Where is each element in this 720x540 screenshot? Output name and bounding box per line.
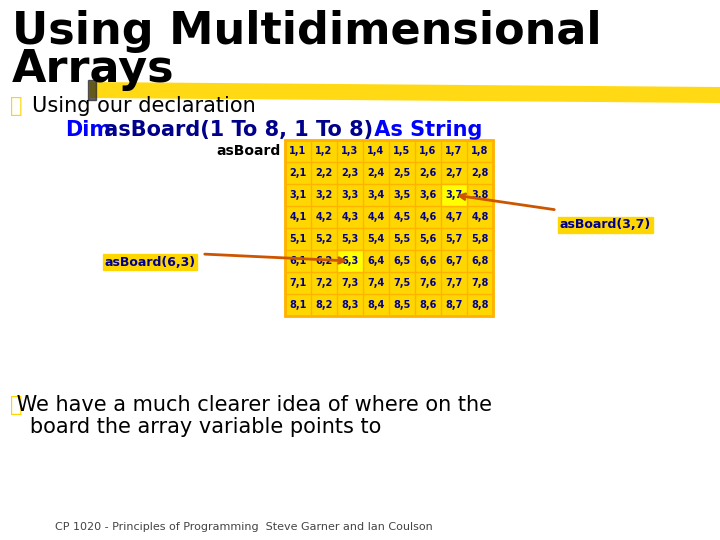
Text: 4,3: 4,3 <box>341 212 359 222</box>
Text: 6,5: 6,5 <box>393 256 410 266</box>
Text: 8,7: 8,7 <box>445 300 463 310</box>
Bar <box>285 140 493 316</box>
Text: 8,5: 8,5 <box>393 300 410 310</box>
Text: 5,7: 5,7 <box>446 234 463 244</box>
Text: ⎈: ⎈ <box>10 395 22 415</box>
Text: asBoard(1 To 8, 1 To 8): asBoard(1 To 8, 1 To 8) <box>97 120 373 140</box>
Text: 7,2: 7,2 <box>315 278 333 288</box>
Text: ⎈: ⎈ <box>10 96 22 116</box>
Text: 7,6: 7,6 <box>419 278 436 288</box>
Text: 3,1: 3,1 <box>289 190 307 200</box>
Text: Dim: Dim <box>65 120 111 140</box>
Text: 1,2: 1,2 <box>315 146 333 156</box>
Text: 8,6: 8,6 <box>419 300 437 310</box>
Text: 4,5: 4,5 <box>393 212 410 222</box>
Text: 8,8: 8,8 <box>472 300 489 310</box>
Text: 6,4: 6,4 <box>367 256 384 266</box>
Text: 1,3: 1,3 <box>341 146 359 156</box>
Text: 8,3: 8,3 <box>341 300 359 310</box>
Text: 7,1: 7,1 <box>289 278 307 288</box>
Text: 5,3: 5,3 <box>341 234 359 244</box>
Text: Using our declaration: Using our declaration <box>32 96 256 116</box>
Text: 4,2: 4,2 <box>315 212 333 222</box>
Text: 3,8: 3,8 <box>472 190 489 200</box>
Text: 7,4: 7,4 <box>367 278 384 288</box>
Text: 5,6: 5,6 <box>419 234 436 244</box>
Text: 8,2: 8,2 <box>315 300 333 310</box>
Text: 6,2: 6,2 <box>315 256 333 266</box>
Text: asBoard(3,7): asBoard(3,7) <box>559 219 651 232</box>
Text: 2,6: 2,6 <box>419 168 436 178</box>
Text: 6,6: 6,6 <box>419 256 436 266</box>
Text: 7,3: 7,3 <box>341 278 359 288</box>
Text: 6,7: 6,7 <box>446 256 463 266</box>
Text: 6,8: 6,8 <box>472 256 489 266</box>
Text: Arrays: Arrays <box>12 48 175 91</box>
Text: 5,1: 5,1 <box>289 234 307 244</box>
Text: 1,4: 1,4 <box>367 146 384 156</box>
Text: 4,6: 4,6 <box>419 212 436 222</box>
Text: 3,3: 3,3 <box>341 190 359 200</box>
Text: 3,4: 3,4 <box>367 190 384 200</box>
Bar <box>441 184 467 206</box>
Text: 7,7: 7,7 <box>446 278 463 288</box>
Text: Using Multidimensional: Using Multidimensional <box>12 10 602 53</box>
Text: 2,2: 2,2 <box>315 168 333 178</box>
Text: 2,4: 2,4 <box>367 168 384 178</box>
Text: board the array variable points to: board the array variable points to <box>10 417 382 437</box>
Text: 7,8: 7,8 <box>472 278 489 288</box>
Text: 7,5: 7,5 <box>393 278 410 288</box>
Text: 4,7: 4,7 <box>446 212 463 222</box>
Text: 5,5: 5,5 <box>393 234 410 244</box>
Text: 1,7: 1,7 <box>446 146 463 156</box>
Text: 4,4: 4,4 <box>367 212 384 222</box>
Bar <box>88 80 96 100</box>
Text: 5,8: 5,8 <box>472 234 489 244</box>
Text: 5,4: 5,4 <box>367 234 384 244</box>
Polygon shape <box>90 82 720 103</box>
Text: 1,6: 1,6 <box>419 146 436 156</box>
Text: 4,8: 4,8 <box>472 212 489 222</box>
Text: 1,5: 1,5 <box>393 146 410 156</box>
Text: 3,7: 3,7 <box>446 190 463 200</box>
Text: 1,1: 1,1 <box>289 146 307 156</box>
Text: 3,5: 3,5 <box>393 190 410 200</box>
Text: 6,3: 6,3 <box>341 256 359 266</box>
Text: CP 1020 - Principles of Programming  Steve Garner and Ian Coulson: CP 1020 - Principles of Programming Stev… <box>55 522 433 532</box>
Text: asBoard: asBoard <box>217 144 281 158</box>
Text: 3,6: 3,6 <box>419 190 436 200</box>
Text: We have a much clearer idea of where on the: We have a much clearer idea of where on … <box>10 395 492 415</box>
Text: 6,1: 6,1 <box>289 256 307 266</box>
Text: 1,8: 1,8 <box>472 146 489 156</box>
Bar <box>337 250 363 272</box>
Text: 3,2: 3,2 <box>315 190 333 200</box>
Text: 2,7: 2,7 <box>446 168 463 178</box>
Text: 5,2: 5,2 <box>315 234 333 244</box>
Text: 2,8: 2,8 <box>472 168 489 178</box>
Text: 4,1: 4,1 <box>289 212 307 222</box>
Text: 8,1: 8,1 <box>289 300 307 310</box>
Text: 2,1: 2,1 <box>289 168 307 178</box>
Text: 2,3: 2,3 <box>341 168 359 178</box>
Text: As String: As String <box>367 120 482 140</box>
Text: 8,4: 8,4 <box>367 300 384 310</box>
Text: 2,5: 2,5 <box>393 168 410 178</box>
Text: asBoard(6,3): asBoard(6,3) <box>104 255 196 268</box>
